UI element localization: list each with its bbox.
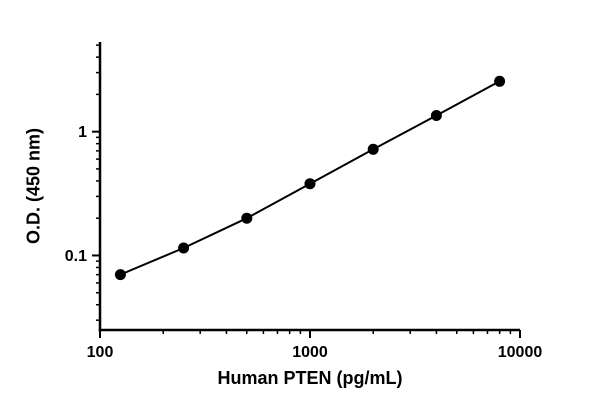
- x-tick-label: 1000: [292, 344, 328, 361]
- x-axis-title: Human PTEN (pg/mL): [217, 368, 403, 388]
- curve-line: [120, 80, 501, 276]
- data-point: [178, 242, 190, 254]
- x-tick-label: 100: [87, 344, 114, 361]
- data-point: [241, 212, 253, 224]
- y-tick-label: 1: [78, 124, 87, 141]
- data-point: [367, 143, 379, 155]
- y-axis-title: O.D. (450 nm): [23, 127, 44, 245]
- data-point: [114, 269, 126, 281]
- data-point: [494, 75, 506, 87]
- data-point: [430, 110, 442, 121]
- y-tick-label: 0.1: [65, 248, 87, 265]
- data-point: [304, 178, 316, 190]
- x-tick-label: 10000: [498, 344, 543, 361]
